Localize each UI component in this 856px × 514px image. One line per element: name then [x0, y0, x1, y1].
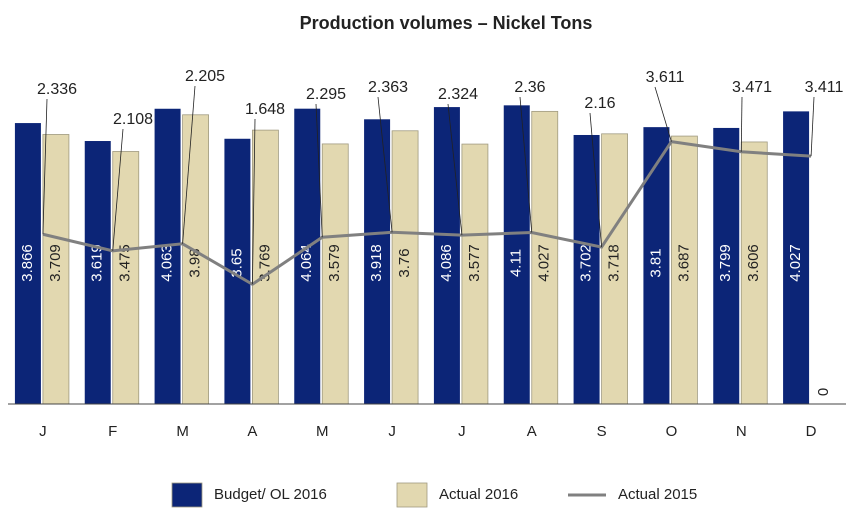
legend-label: Actual 2015: [618, 486, 697, 503]
value-label: 3.579: [326, 244, 343, 282]
x-tick-label: M: [176, 423, 189, 440]
line-label: 3.471: [732, 79, 772, 96]
x-tick-label: J: [458, 423, 466, 440]
value-label: 3.718: [606, 244, 623, 282]
line-label: 2.336: [37, 81, 77, 98]
bar: [294, 108, 321, 404]
leader-line: [589, 112, 602, 248]
legend-swatch: [396, 482, 428, 508]
value-label: 4.11: [508, 249, 525, 277]
x-tick-label: O: [666, 423, 678, 440]
leader-line: [519, 96, 533, 233]
line-label: 2.205: [185, 68, 225, 85]
line-label: 2.36: [514, 79, 545, 96]
value-label: 3.702: [578, 244, 595, 282]
value-label: 3.475: [117, 244, 134, 282]
value-label: 3.98: [187, 248, 204, 277]
bar: [112, 151, 140, 405]
x-tick-label: S: [597, 423, 607, 440]
bar: [154, 108, 181, 404]
x-tick-label: J: [39, 423, 47, 440]
bar: [364, 119, 391, 405]
line-label: 2.363: [368, 79, 408, 96]
line-label: 2.295: [306, 86, 346, 103]
value-label: 3.76: [396, 248, 413, 277]
leader-line: [740, 96, 743, 152]
value-label: 4.086: [438, 244, 455, 282]
x-tick-label: A: [527, 423, 537, 440]
leader-line: [252, 118, 256, 285]
x-tick-label: J: [388, 423, 396, 440]
leader-line: [182, 85, 196, 244]
value-label: 3.577: [466, 244, 483, 282]
bar: [321, 143, 349, 405]
value-label: 3.709: [47, 244, 64, 282]
legend-label: Budget/ OL 2016: [214, 486, 327, 503]
leader-line: [447, 103, 463, 236]
line-label: 3.411: [805, 79, 844, 96]
value-label: 4.027: [787, 244, 804, 282]
line-label: 2.108: [113, 111, 153, 128]
bar: [783, 111, 810, 404]
x-tick-label: N: [736, 423, 747, 440]
line-label: 3.611: [646, 69, 685, 86]
value-label: 3.866: [19, 244, 36, 282]
value-label: 3.799: [717, 244, 734, 282]
leader-line: [810, 96, 815, 157]
bar: [573, 134, 600, 404]
bar: [601, 133, 628, 405]
leader-line: [112, 128, 124, 251]
value-label: 3.687: [675, 244, 692, 282]
line-label: 1.648: [245, 101, 285, 118]
line-label: 2.16: [584, 95, 615, 112]
bar: [713, 127, 740, 404]
value-label: 4.027: [536, 244, 553, 282]
bar: [42, 134, 70, 405]
value-label: 3.606: [745, 244, 762, 282]
leader-line: [42, 98, 48, 235]
leader-line: [377, 96, 393, 233]
bar: [182, 114, 209, 405]
value-label: 4.063: [159, 244, 176, 282]
leader-line: [315, 103, 323, 238]
bar: [84, 141, 111, 404]
line: [42, 139, 812, 287]
x-tick-label: F: [108, 423, 117, 440]
value-label: 3.619: [89, 244, 106, 282]
bar: [531, 110, 559, 405]
value-label: 4.064: [298, 244, 315, 282]
chart-title: Production volumes – Nickel Tons: [300, 13, 593, 33]
leader-line: [654, 86, 672, 142]
legend-label: Actual 2016: [439, 486, 518, 503]
legend-swatch: [171, 482, 203, 508]
x-tick-label: A: [247, 423, 257, 440]
value-label: 3.81: [647, 248, 664, 277]
bar: [14, 123, 41, 404]
value-label: 3.65: [228, 248, 245, 277]
value-label: 0: [815, 388, 832, 396]
bar: [252, 129, 279, 405]
value-label: 3.918: [368, 244, 385, 282]
x-tick-label: D: [806, 423, 817, 440]
line-label: 2.324: [438, 86, 478, 103]
bar: [643, 127, 670, 404]
bar: [433, 107, 460, 405]
x-tick-label: M: [316, 423, 329, 440]
